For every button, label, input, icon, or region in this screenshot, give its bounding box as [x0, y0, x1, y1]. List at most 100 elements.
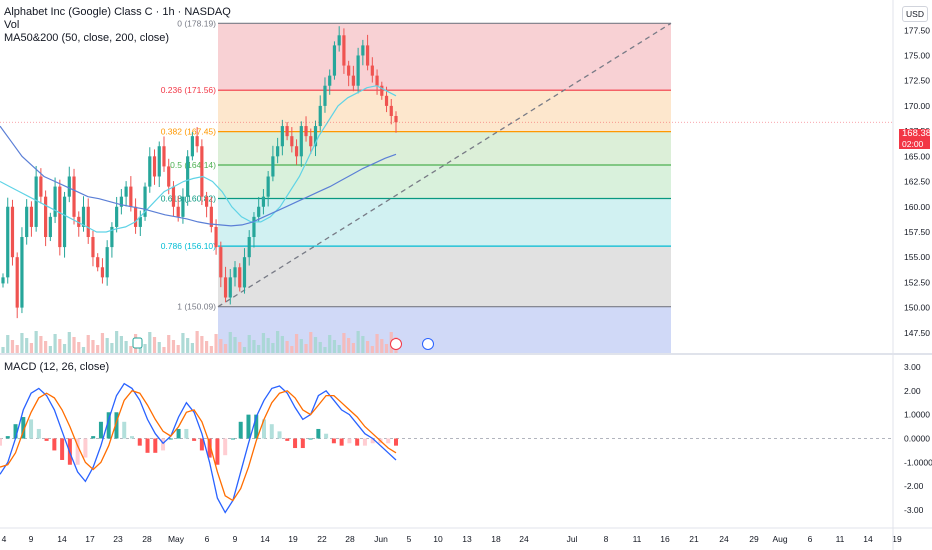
macd-histogram-bar — [5, 436, 10, 439]
dividend-icon — [422, 338, 434, 350]
volume-bar — [223, 344, 228, 353]
candle-body — [313, 126, 318, 147]
volume-bar — [39, 336, 43, 353]
volume-bar — [77, 342, 81, 353]
candle-body — [6, 206, 10, 278]
volume-bar — [309, 332, 313, 353]
signal-line — [0, 390, 397, 502]
ma50-line — [0, 85, 397, 233]
volume-bar — [96, 345, 100, 353]
price-tick-label: 172.50 — [904, 76, 930, 86]
time-axis[interactable]: 4 9 14 17 23 28 May 6 9 14 19 22 28 Jun 5 10 13 18 24 Jul 8 1… — [2, 534, 902, 544]
macd-pane — [0, 382, 893, 514]
candle-body — [25, 206, 29, 238]
macd-histogram-bar — [44, 438, 49, 441]
macd-histogram-bar — [246, 414, 251, 439]
volume-bar — [48, 346, 52, 353]
macd-histogram-bar — [21, 417, 26, 439]
time-tick-label: 18 — [491, 534, 501, 544]
candle-body — [318, 105, 322, 127]
volume-bar — [313, 337, 318, 353]
volume-bar — [162, 347, 166, 353]
time-tick-label: 10 — [433, 534, 443, 544]
macd-histogram-bar — [262, 419, 266, 439]
volume-bar — [365, 341, 370, 353]
macd-histogram-bar — [223, 438, 228, 456]
price-tick-label: 175.00 — [904, 50, 930, 60]
event-markers[interactable] — [132, 337, 434, 350]
macd-histogram-bar — [254, 414, 259, 439]
candle-body — [337, 35, 341, 46]
macd-histogram-bar — [394, 438, 398, 446]
moving-averages — [0, 85, 397, 233]
current-price-label: 168.38 02:00 — [899, 129, 931, 149]
time-tick-label: 14 — [863, 534, 873, 544]
price-axis[interactable]: 177.50175.00172.50170.00167.50165.00162.… — [0, 25, 932, 515]
price-tick-label: 177.50 — [904, 25, 930, 35]
candle-body — [157, 146, 161, 177]
candle-body — [309, 136, 313, 147]
candle-body — [219, 247, 223, 278]
macd-histogram-bar — [184, 428, 189, 439]
candle-body — [261, 196, 266, 207]
volume-bar — [171, 340, 176, 353]
fib-level-label: 0 (178.19) — [177, 18, 216, 28]
candle-body — [342, 35, 346, 66]
fib-level-label: 0.618 (160.82) — [161, 193, 216, 203]
candle-body — [143, 186, 147, 217]
candle-body — [332, 45, 337, 76]
candle-body — [209, 206, 213, 227]
volume-bar — [242, 347, 247, 353]
time-tick-label: 23 — [113, 534, 123, 544]
volume-bar — [58, 339, 62, 353]
candle-body — [205, 196, 209, 207]
volume-bar — [119, 336, 123, 353]
volume-bar — [67, 332, 71, 353]
volume-bar — [228, 332, 232, 353]
volume-bar — [20, 333, 24, 353]
candle-body — [361, 45, 365, 56]
volume-bar — [105, 338, 109, 353]
volume-bar — [200, 336, 204, 353]
candle-body — [53, 186, 57, 217]
macd-histogram-bar — [362, 438, 367, 446]
volume-indicator-label[interactable]: Vol — [4, 19, 20, 31]
candle-body — [171, 186, 176, 207]
macd-indicator-label[interactable]: MACD (12, 26, close) — [4, 361, 110, 373]
dividend-marker — [422, 338, 434, 350]
volume-bar — [10, 340, 15, 353]
macd-histogram-bar — [153, 438, 158, 453]
volume-bar — [347, 338, 351, 353]
fib-zone — [218, 131, 671, 166]
time-tick-label: 13 — [462, 534, 472, 544]
fib-level-label: 0.5 (164.14) — [170, 160, 216, 170]
price-tick-label: 152.50 — [904, 277, 930, 287]
volume-bar — [318, 342, 322, 353]
macd-histogram-bar — [13, 424, 18, 439]
fibonacci-retracement[interactable]: 0 (178.19) 0.236 (171.56) 0.382 (167.45) 0.… — [161, 18, 672, 353]
candle-body — [67, 176, 71, 197]
current-price-countdown: 02:00 — [902, 139, 924, 149]
volume-bar — [261, 333, 266, 353]
macd-histogram-bar — [161, 438, 166, 451]
moving-average-indicator-label[interactable]: MA50&200 (50, close, 200, close) — [4, 32, 170, 44]
price-tick-label: 162.50 — [904, 177, 930, 187]
candle-body — [129, 186, 133, 207]
candle-body — [48, 216, 52, 238]
candle-body — [29, 206, 34, 227]
volume-bar — [370, 346, 374, 353]
macd-histogram-bar — [308, 438, 313, 440]
volume-bar — [25, 338, 29, 353]
volume-bar — [115, 331, 119, 353]
macd-tick-label: -3.00 — [904, 505, 924, 515]
currency-button[interactable]: USD — [902, 6, 928, 22]
candle-body — [294, 146, 299, 157]
fib-zone — [218, 165, 671, 199]
time-tick-label: 6 — [205, 534, 210, 544]
candle-body — [389, 105, 393, 116]
candle-body — [152, 156, 157, 177]
macd-histogram-bar — [370, 438, 375, 444]
macd-histogram-bar — [75, 438, 80, 465]
split-marker — [390, 338, 402, 350]
